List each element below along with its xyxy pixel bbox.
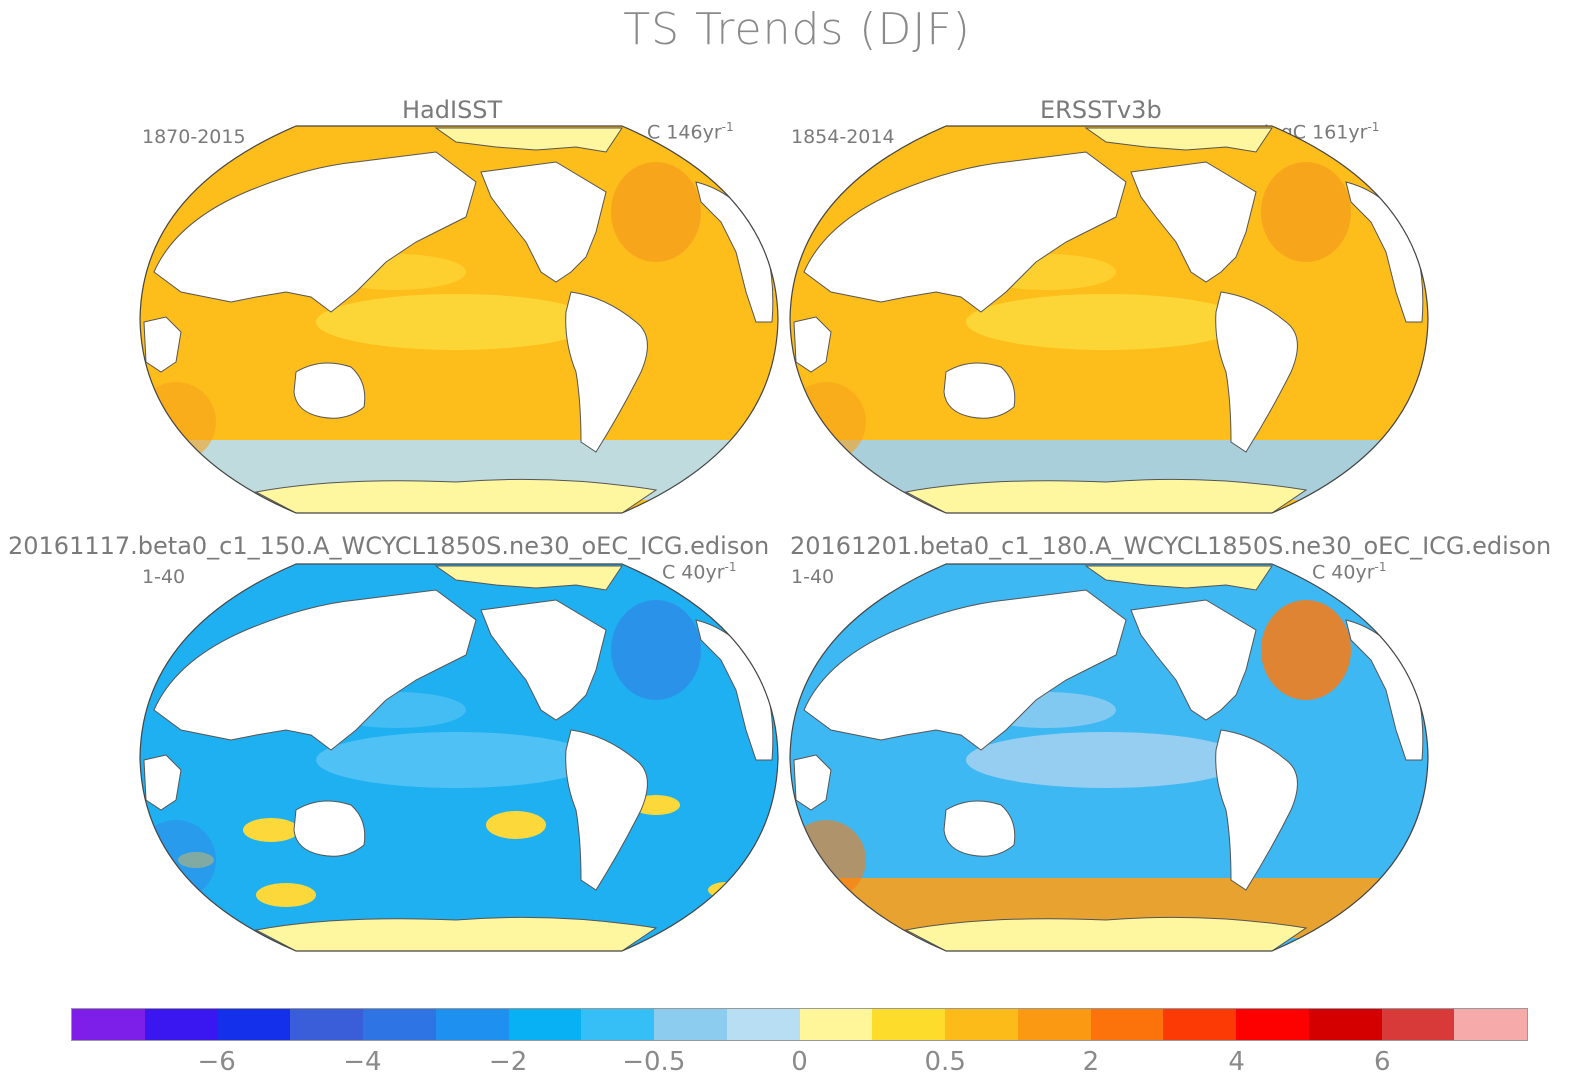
land-mass [1215, 291, 1298, 453]
panel-title-beta0-150: 20161117.beta0_c1_150.A_WCYCL1850S.ne30_… [8, 532, 770, 560]
colorbar-tick-label: −0.5 [622, 1047, 686, 1077]
land-mass [153, 589, 477, 751]
colorbar-cell [217, 1009, 291, 1040]
colorbar-cell [1381, 1009, 1455, 1040]
land-mass [904, 916, 1308, 951]
map-hadisst [139, 125, 779, 514]
panel-units-beta0-150: C 40yr-1 [662, 560, 737, 584]
land-mass [1084, 565, 1273, 591]
colorbar-cell [72, 1009, 145, 1040]
panel-units-beta0-180: C 40yr-1 [1312, 560, 1387, 584]
land-mass [1084, 127, 1273, 153]
trend-patch [611, 162, 701, 262]
colorbar-cell [945, 1009, 1018, 1040]
land-mass [904, 478, 1308, 513]
colorbar [71, 1008, 1528, 1041]
map-border [789, 125, 1429, 514]
colorbar-tick-label: 0.5 [924, 1047, 966, 1077]
colorbar-cell [1090, 1009, 1164, 1040]
panel-period-hadisst: 1870-2015 [142, 126, 246, 148]
land-mass [434, 127, 623, 153]
figure-title: TS Trends (DJF) [623, 4, 971, 55]
colorbar-cell [581, 1009, 654, 1040]
map-border [139, 563, 779, 952]
land-mass [153, 151, 477, 313]
colorbar-cell [654, 1009, 727, 1040]
trend-patch [611, 600, 701, 700]
colorbar-cell [1236, 1009, 1309, 1040]
land-mass [943, 362, 1016, 419]
map-border [789, 563, 1429, 952]
trend-patch [1261, 600, 1351, 700]
land-mass [943, 800, 1016, 857]
colorbar-cell [1017, 1009, 1091, 1040]
panel-title-ersst: ERSSTv3b [1040, 96, 1162, 124]
land-mass [254, 916, 658, 951]
colorbar-cell [290, 1009, 363, 1040]
land-mass [565, 729, 648, 891]
map-border [139, 125, 779, 514]
panel-period-beta0-150: 1-40 [142, 566, 186, 588]
colorbar-cell [144, 1009, 218, 1040]
colorbar-tick-label: 2 [1082, 1047, 1100, 1077]
land-mass [803, 151, 1127, 313]
land-mass [480, 161, 607, 283]
map-beta0-150 [139, 563, 779, 952]
panel-period-beta0-180: 1-40 [791, 566, 835, 588]
trend-patch [1261, 162, 1351, 262]
colorbar-cell [872, 1009, 945, 1040]
colorbar-tick-label: −4 [343, 1047, 382, 1077]
trend-patch [316, 294, 596, 350]
trend-patch [140, 382, 216, 462]
land-mass [803, 589, 1127, 751]
land-mass [565, 291, 648, 453]
trend-patch [966, 294, 1246, 350]
colorbar-tick-label: −6 [197, 1047, 236, 1077]
map-beta0-180 [789, 563, 1429, 952]
land-mass [254, 478, 658, 513]
colorbar-cell [726, 1009, 800, 1040]
panel-period-ersst: 1854-2014 [791, 126, 895, 148]
trend-patch [140, 820, 216, 900]
land-mass [293, 800, 366, 857]
colorbar-cell [1308, 1009, 1382, 1040]
trend-patch [966, 732, 1246, 788]
trend-patch [256, 883, 316, 907]
land-mass [293, 362, 366, 419]
trend-patch [790, 382, 866, 462]
colorbar-tick-label: 4 [1228, 1047, 1245, 1077]
colorbar-cell [1163, 1009, 1236, 1040]
trend-patch [243, 818, 299, 842]
panel-title-hadisst: HadISST [402, 96, 503, 124]
colorbar-tick-label: 6 [1374, 1047, 1391, 1077]
land-mass [434, 565, 623, 591]
land-mass [1130, 599, 1257, 721]
colorbar-tick-label: 0 [791, 1047, 808, 1077]
land-mass [1215, 729, 1298, 891]
land-mass [480, 599, 607, 721]
colorbar-cell [508, 1009, 582, 1040]
colorbar-cell [799, 1009, 873, 1040]
trend-patch [486, 811, 546, 839]
colorbar-cell [435, 1009, 509, 1040]
map-ersst [789, 125, 1429, 514]
panel-title-beta0-180: 20161201.beta0_c1_180.A_WCYCL1850S.ne30_… [790, 532, 1552, 560]
colorbar-tick-label: −2 [488, 1047, 528, 1077]
colorbar-cell [1454, 1009, 1527, 1040]
colorbar-cell [363, 1009, 436, 1040]
land-mass [1130, 161, 1257, 283]
panel-units-hadisst: C 146yr-1 [647, 120, 734, 144]
trend-patch [316, 732, 596, 788]
trend-patch [790, 820, 866, 900]
